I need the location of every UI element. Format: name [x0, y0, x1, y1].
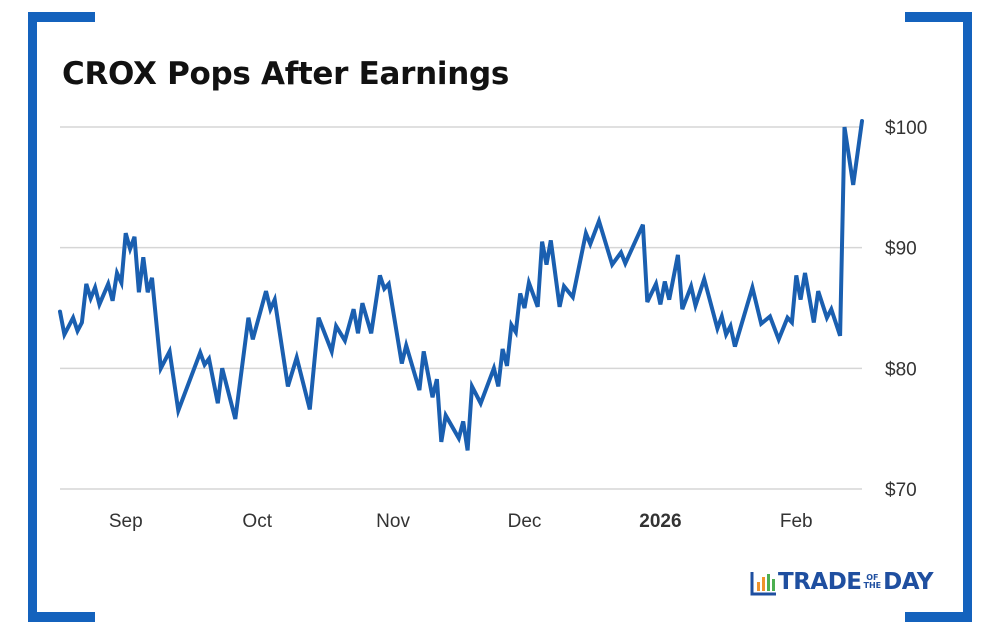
x-tick-label: Sep: [109, 511, 143, 532]
logo-word-trade: TRADE: [778, 569, 862, 595]
frame-left-top: [28, 12, 95, 22]
logo-word-day: DAY: [883, 569, 933, 595]
x-tick-label: Feb: [780, 511, 813, 532]
chart-title: CROX Pops After Earnings: [62, 56, 510, 92]
frame-right-bottom: [905, 612, 972, 622]
x-tick-label: Nov: [376, 511, 410, 532]
trade-of-the-day-logo: TRADE OF THE DAY: [750, 566, 933, 598]
x-tick-label: Dec: [508, 511, 542, 532]
price-line: [58, 119, 864, 451]
y-tick-label: $70: [885, 480, 917, 501]
x-tick-label: 2026: [639, 511, 681, 532]
frame-left-bottom: [28, 612, 95, 622]
frame-right-vertical: [963, 12, 972, 622]
frame-left-vertical: [28, 12, 37, 622]
logo-word-of: OF: [866, 573, 879, 582]
y-tick-label: $90: [885, 239, 917, 260]
x-tick-label: Oct: [242, 511, 272, 532]
y-tick-label: $100: [885, 118, 927, 139]
logo-word-the: THE: [863, 581, 882, 590]
logo-small-text: OF THE: [864, 574, 882, 590]
y-tick-label: $80: [885, 359, 917, 380]
frame-right-top: [905, 12, 972, 22]
bar-chart-logo-icon: [750, 572, 776, 596]
